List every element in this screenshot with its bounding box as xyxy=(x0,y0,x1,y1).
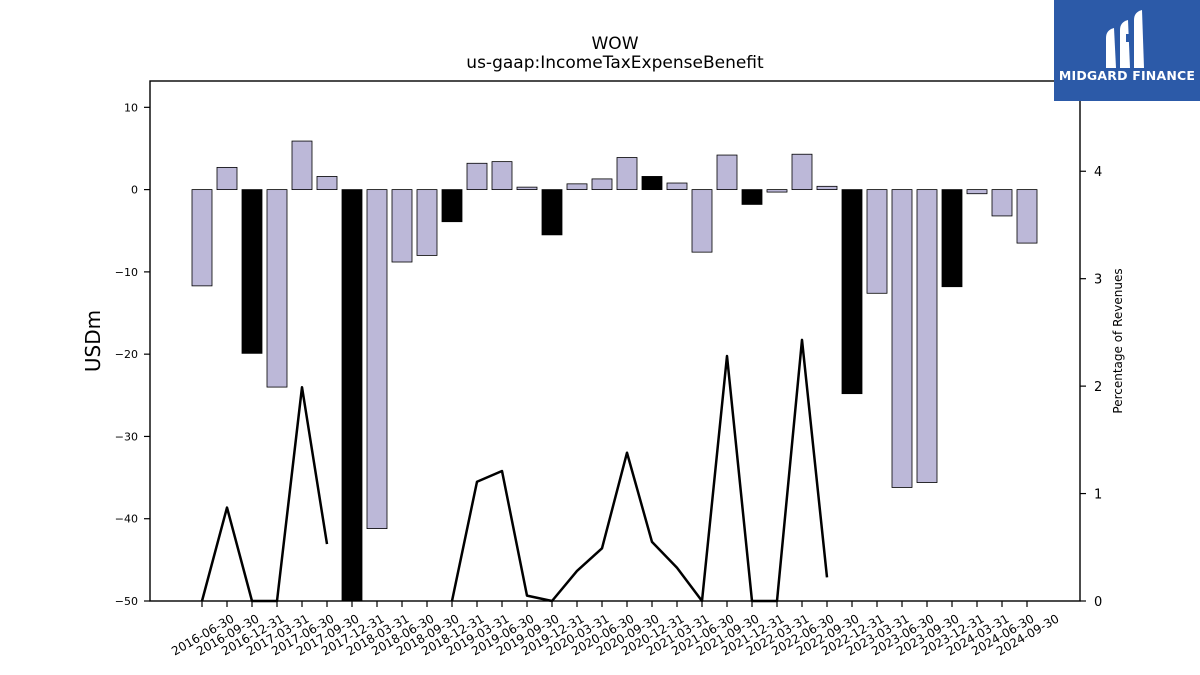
y-tick-label: −40 xyxy=(115,513,138,526)
bar-2021-09-30 xyxy=(716,154,738,191)
bar-2019-09-30 xyxy=(516,186,538,191)
bar-2018-12-31 xyxy=(441,189,463,223)
bar-2019-12-31 xyxy=(541,189,563,236)
y-axis: 10 0 −10 −20 −30 −40 −50 xyxy=(115,101,150,608)
bar-2018-09-30 xyxy=(416,189,438,256)
bar-2024-06-30 xyxy=(991,189,1013,217)
chart-subtitle: us-gaap:IncomeTaxExpenseBenefit xyxy=(466,53,764,73)
bar-2018-03-31 xyxy=(366,189,388,529)
y2-axis: 0 1 2 3 4 xyxy=(1080,165,1102,610)
x-axis: 2016-06-302016-09-302016-12-312017-03-31… xyxy=(169,601,1062,658)
brand-name: MIDGARD FINANCE xyxy=(1058,68,1196,83)
plot-frame xyxy=(149,80,1081,602)
bar-2021-12-31 xyxy=(741,189,763,205)
y-tick-label: −50 xyxy=(115,595,138,608)
bar-2017-03-31 xyxy=(266,189,288,388)
y-tick-label: −30 xyxy=(115,430,138,443)
bar-2018-06-30 xyxy=(391,189,413,263)
midgard-m-icon xyxy=(1106,10,1144,68)
bar-2024-09-30 xyxy=(1016,189,1038,244)
y-tick-label: 10 xyxy=(124,101,138,114)
bar-2023-12-31 xyxy=(941,189,963,288)
y2-tick-label: 2 xyxy=(1094,380,1102,395)
bar-2023-09-30 xyxy=(916,189,938,483)
bar-2016-06-30 xyxy=(191,189,213,287)
line-group xyxy=(200,338,829,603)
bar-2022-03-31 xyxy=(766,189,788,193)
y2-tick-label: 3 xyxy=(1094,273,1102,288)
bar-2017-06-30 xyxy=(291,140,313,191)
bar-2016-09-30 xyxy=(216,166,238,191)
y-tick-label: 0 xyxy=(131,184,138,197)
bar-2023-06-30 xyxy=(891,189,913,488)
y-axis-label: USDm xyxy=(81,310,105,372)
bar-2020-12-31 xyxy=(641,176,663,191)
bar-2022-12-31 xyxy=(841,189,863,395)
bar-2024-03-31 xyxy=(966,189,988,195)
y2-tick-label: 4 xyxy=(1094,165,1102,180)
bar-2020-09-30 xyxy=(616,157,638,191)
bar-2022-09-30 xyxy=(816,185,838,191)
bar-2017-09-30 xyxy=(316,176,338,191)
bar-2019-03-31 xyxy=(466,162,488,191)
brand-logo: MIDGARD FINANCE xyxy=(1054,0,1200,101)
bar-2020-06-30 xyxy=(591,178,613,191)
y2-axis-label: Percentage of Revenues xyxy=(1111,268,1125,413)
bar-2022-06-30 xyxy=(791,153,813,191)
line-segment-0 xyxy=(200,385,329,603)
y-tick-label: −20 xyxy=(115,348,138,361)
bar-2021-06-30 xyxy=(691,189,713,253)
chart-title: WOW xyxy=(592,34,639,54)
bar-2016-12-31 xyxy=(241,189,263,354)
bar-2019-06-30 xyxy=(491,161,513,191)
bar-2017-12-31 xyxy=(341,189,363,602)
bar-2020-03-31 xyxy=(566,183,588,191)
y2-tick-label: 1 xyxy=(1094,488,1102,503)
bar-2023-03-31 xyxy=(866,189,888,294)
y-tick-label: −10 xyxy=(115,266,138,279)
bar-2021-03-31 xyxy=(666,182,688,191)
bar-group xyxy=(191,140,1038,602)
line-segment-1 xyxy=(450,338,829,603)
y2-tick-label: 0 xyxy=(1094,595,1102,610)
